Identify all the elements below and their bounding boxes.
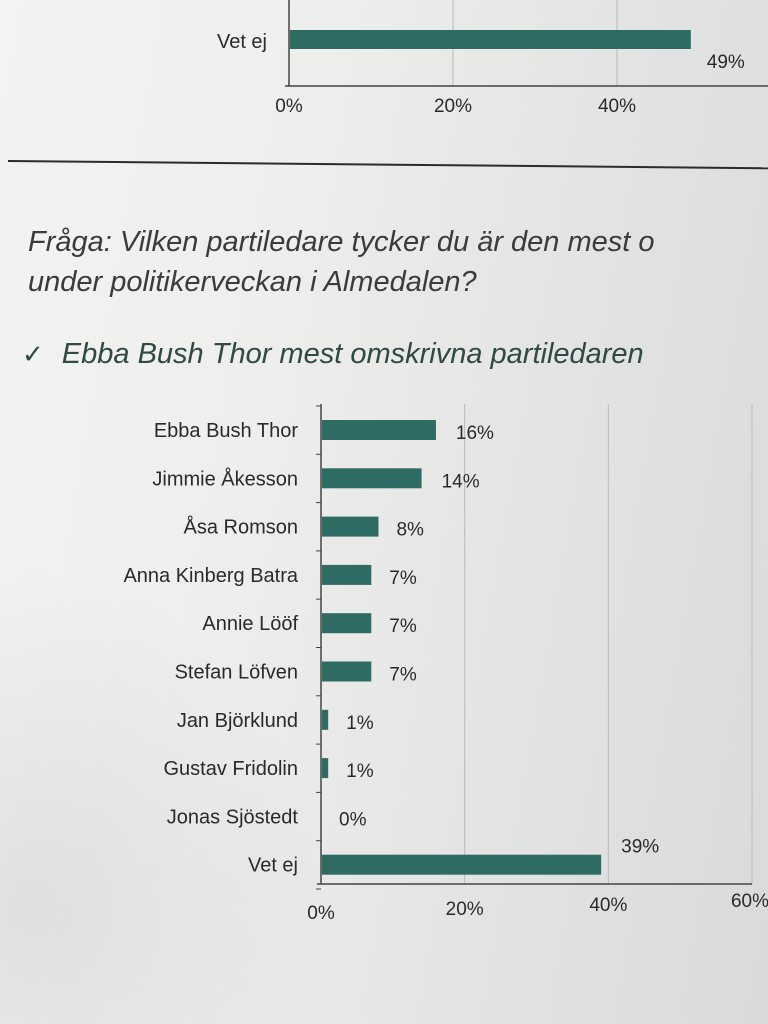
- main-chart-bar: [322, 564, 372, 585]
- main-chart-bar: [322, 516, 379, 537]
- main-chart-category-label: Jimmie Åkesson: [152, 467, 298, 490]
- main-chart-tick-label: 20%: [446, 899, 484, 920]
- finding-heading: ✓ Ebba Bush Thor mest omskrivna partileda…: [22, 338, 644, 371]
- main-chart-category-label: Stefan Löfven: [175, 662, 298, 684]
- main-chart-category-label: Åsa Romson: [184, 516, 299, 539]
- main-chart-category-label: Ebba Bush Thor: [154, 420, 299, 442]
- main-chart-category-label: Anna Kinberg Batra: [123, 565, 298, 587]
- main-chart-bar: [322, 613, 372, 634]
- main-chart-tick-label: 40%: [589, 895, 627, 916]
- main-chart-tick-label: 60%: [731, 891, 768, 912]
- top-chart-value-label: 49%: [707, 52, 745, 73]
- main-chart-value-label: 39%: [621, 837, 659, 858]
- main-chart-value-label: 1%: [346, 761, 374, 782]
- main-chart-category-label: Jan Björklund: [177, 710, 298, 732]
- main-chart-value-label: 7%: [389, 568, 417, 589]
- finding-heading-text: Ebba Bush Thor mest omskrivna partiledar…: [61, 338, 644, 370]
- main-chart-bar: [322, 468, 422, 489]
- main-chart-category-label: Gustav Fridolin: [164, 758, 299, 780]
- main-chart-category-label: Annie Lööf: [202, 613, 298, 635]
- main-chart-bar: [322, 420, 436, 440]
- top-chart-bar: [290, 30, 691, 49]
- main-chart-value-label: 8%: [396, 520, 424, 541]
- main-chart-value-label: 1%: [346, 713, 374, 734]
- main-chart-value-label: 14%: [442, 471, 480, 492]
- main-chart-bar: [322, 758, 329, 779]
- question-text: Fråga: Vilken partiledare tycker du är d…: [28, 222, 768, 302]
- main-chart-value-label: 0%: [339, 809, 367, 830]
- main-chart-bar: [322, 854, 602, 875]
- main-chart-category-label: Vet ej: [248, 855, 298, 877]
- top-chart-category-label: Vet ej: [217, 31, 267, 53]
- main-chart-value-label: 16%: [456, 423, 494, 444]
- main-chart-value-label: 7%: [389, 616, 417, 637]
- main-chart-bar: [322, 661, 372, 682]
- checkmark-icon: ✓: [22, 339, 44, 369]
- top-chart-tick-label: 0%: [275, 96, 303, 117]
- main-chart-category-label: Jonas Sjöstedt: [167, 806, 299, 828]
- question-line-1: Fråga: Vilken partiledare tycker du är d…: [28, 226, 655, 258]
- top-chart-tick-label: 40%: [598, 96, 636, 117]
- main-chart-value-label: 7%: [389, 665, 417, 686]
- main-chart-tick-label: 0%: [307, 903, 335, 924]
- question-line-2: under politikerveckan i Almedalen?: [28, 266, 477, 298]
- top-chart-tick-label: 20%: [434, 96, 472, 117]
- main-chart-bar: [322, 709, 329, 730]
